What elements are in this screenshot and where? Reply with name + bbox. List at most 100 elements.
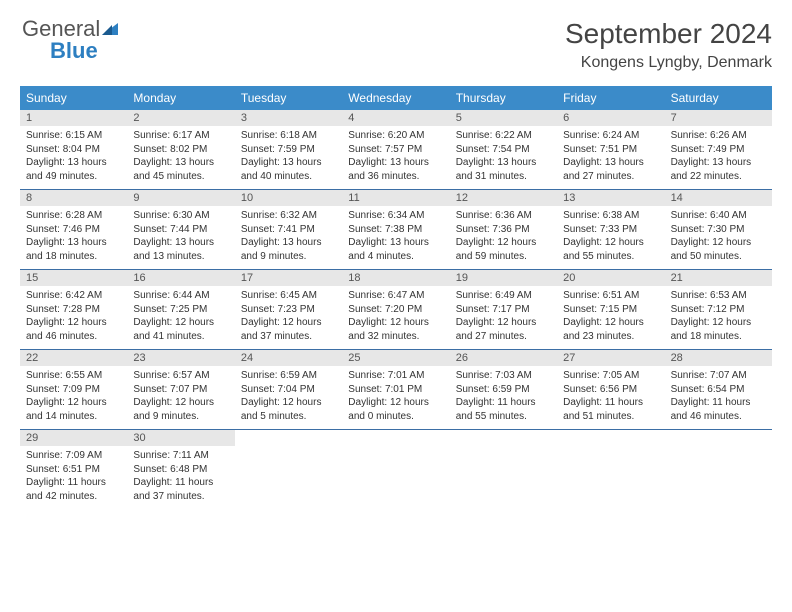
daylight-text: Daylight: 12 hours and 32 minutes. — [348, 316, 443, 343]
sunrise-text: Sunrise: 6:38 AM — [563, 209, 658, 223]
sunset-text: Sunset: 6:56 PM — [563, 383, 658, 397]
sunrise-text: Sunrise: 6:42 AM — [26, 289, 121, 303]
day-number: 19 — [450, 270, 557, 286]
sunrise-text: Sunrise: 6:36 AM — [456, 209, 551, 223]
day-body: Sunrise: 7:01 AMSunset: 7:01 PMDaylight:… — [342, 366, 449, 429]
day-number: 11 — [342, 190, 449, 206]
day-body: Sunrise: 6:42 AMSunset: 7:28 PMDaylight:… — [20, 286, 127, 349]
day-number: 13 — [557, 190, 664, 206]
day-cell — [557, 430, 664, 509]
day-number: 8 — [20, 190, 127, 206]
day-body: Sunrise: 6:26 AMSunset: 7:49 PMDaylight:… — [665, 126, 772, 189]
sunset-text: Sunset: 7:25 PM — [133, 303, 228, 317]
sunrise-text: Sunrise: 6:15 AM — [26, 129, 121, 143]
day-body: Sunrise: 6:36 AMSunset: 7:36 PMDaylight:… — [450, 206, 557, 269]
daylight-text: Daylight: 13 hours and 4 minutes. — [348, 236, 443, 263]
sunset-text: Sunset: 7:07 PM — [133, 383, 228, 397]
day-body: Sunrise: 6:53 AMSunset: 7:12 PMDaylight:… — [665, 286, 772, 349]
day-number: 26 — [450, 350, 557, 366]
day-cell: 13Sunrise: 6:38 AMSunset: 7:33 PMDayligh… — [557, 190, 664, 269]
daylight-text: Daylight: 12 hours and 27 minutes. — [456, 316, 551, 343]
logo-text: General Blue — [22, 18, 120, 62]
sunset-text: Sunset: 7:20 PM — [348, 303, 443, 317]
sunset-text: Sunset: 7:44 PM — [133, 223, 228, 237]
day-cell: 30Sunrise: 7:11 AMSunset: 6:48 PMDayligh… — [127, 430, 234, 509]
daylight-text: Daylight: 12 hours and 5 minutes. — [241, 396, 336, 423]
day-cell: 28Sunrise: 7:07 AMSunset: 6:54 PMDayligh… — [665, 350, 772, 429]
daylight-text: Daylight: 12 hours and 55 minutes. — [563, 236, 658, 263]
daylight-text: Daylight: 13 hours and 22 minutes. — [671, 156, 766, 183]
weekday-wednesday: Wednesday — [342, 86, 449, 110]
sunset-text: Sunset: 7:54 PM — [456, 143, 551, 157]
daylight-text: Daylight: 13 hours and 18 minutes. — [26, 236, 121, 263]
daylight-text: Daylight: 12 hours and 37 minutes. — [241, 316, 336, 343]
day-cell: 23Sunrise: 6:57 AMSunset: 7:07 PMDayligh… — [127, 350, 234, 429]
daylight-text: Daylight: 12 hours and 59 minutes. — [456, 236, 551, 263]
sunset-text: Sunset: 7:33 PM — [563, 223, 658, 237]
day-body: Sunrise: 6:45 AMSunset: 7:23 PMDaylight:… — [235, 286, 342, 349]
sunset-text: Sunset: 7:28 PM — [26, 303, 121, 317]
day-body: Sunrise: 6:38 AMSunset: 7:33 PMDaylight:… — [557, 206, 664, 269]
day-body: Sunrise: 6:17 AMSunset: 8:02 PMDaylight:… — [127, 126, 234, 189]
location-label: Kongens Lyngby, Denmark — [565, 54, 772, 72]
sunset-text: Sunset: 7:09 PM — [26, 383, 121, 397]
week-row: 1Sunrise: 6:15 AMSunset: 8:04 PMDaylight… — [20, 110, 772, 190]
day-cell: 4Sunrise: 6:20 AMSunset: 7:57 PMDaylight… — [342, 110, 449, 189]
day-cell — [342, 430, 449, 509]
daylight-text: Daylight: 13 hours and 40 minutes. — [241, 156, 336, 183]
day-cell: 10Sunrise: 6:32 AMSunset: 7:41 PMDayligh… — [235, 190, 342, 269]
day-cell: 11Sunrise: 6:34 AMSunset: 7:38 PMDayligh… — [342, 190, 449, 269]
title-block: September 2024 Kongens Lyngby, Denmark — [565, 18, 772, 72]
sunset-text: Sunset: 7:01 PM — [348, 383, 443, 397]
day-cell: 29Sunrise: 7:09 AMSunset: 6:51 PMDayligh… — [20, 430, 127, 509]
day-cell: 15Sunrise: 6:42 AMSunset: 7:28 PMDayligh… — [20, 270, 127, 349]
day-number: 12 — [450, 190, 557, 206]
sunrise-text: Sunrise: 6:49 AM — [456, 289, 551, 303]
logo-accent: Blue — [22, 38, 98, 63]
sunrise-text: Sunrise: 6:40 AM — [671, 209, 766, 223]
day-number: 9 — [127, 190, 234, 206]
sunset-text: Sunset: 8:04 PM — [26, 143, 121, 157]
daylight-text: Daylight: 11 hours and 55 minutes. — [456, 396, 551, 423]
day-number: 23 — [127, 350, 234, 366]
weekday-sunday: Sunday — [20, 86, 127, 110]
sunrise-text: Sunrise: 6:32 AM — [241, 209, 336, 223]
sunrise-text: Sunrise: 7:09 AM — [26, 449, 121, 463]
day-cell: 22Sunrise: 6:55 AMSunset: 7:09 PMDayligh… — [20, 350, 127, 429]
day-cell: 26Sunrise: 7:03 AMSunset: 6:59 PMDayligh… — [450, 350, 557, 429]
header: General Blue September 2024 Kongens Lyng… — [0, 0, 792, 80]
day-cell — [665, 430, 772, 509]
sunset-text: Sunset: 7:49 PM — [671, 143, 766, 157]
day-body: Sunrise: 6:24 AMSunset: 7:51 PMDaylight:… — [557, 126, 664, 189]
sunrise-text: Sunrise: 6:59 AM — [241, 369, 336, 383]
day-body: Sunrise: 6:49 AMSunset: 7:17 PMDaylight:… — [450, 286, 557, 349]
sunrise-text: Sunrise: 6:22 AM — [456, 129, 551, 143]
sunrise-text: Sunrise: 6:55 AM — [26, 369, 121, 383]
day-number: 22 — [20, 350, 127, 366]
day-cell: 14Sunrise: 6:40 AMSunset: 7:30 PMDayligh… — [665, 190, 772, 269]
sunset-text: Sunset: 7:17 PM — [456, 303, 551, 317]
weekday-saturday: Saturday — [665, 86, 772, 110]
day-cell: 18Sunrise: 6:47 AMSunset: 7:20 PMDayligh… — [342, 270, 449, 349]
daylight-text: Daylight: 12 hours and 0 minutes. — [348, 396, 443, 423]
daylight-text: Daylight: 11 hours and 37 minutes. — [133, 476, 228, 503]
day-cell: 25Sunrise: 7:01 AMSunset: 7:01 PMDayligh… — [342, 350, 449, 429]
daylight-text: Daylight: 13 hours and 13 minutes. — [133, 236, 228, 263]
day-number: 28 — [665, 350, 772, 366]
daylight-text: Daylight: 12 hours and 41 minutes. — [133, 316, 228, 343]
page-title: September 2024 — [565, 18, 772, 50]
sunrise-text: Sunrise: 7:01 AM — [348, 369, 443, 383]
calendar: Sunday Monday Tuesday Wednesday Thursday… — [20, 86, 772, 509]
day-body: Sunrise: 7:03 AMSunset: 6:59 PMDaylight:… — [450, 366, 557, 429]
sunset-text: Sunset: 7:51 PM — [563, 143, 658, 157]
day-number: 25 — [342, 350, 449, 366]
weekday-friday: Friday — [557, 86, 664, 110]
day-number: 24 — [235, 350, 342, 366]
day-body: Sunrise: 7:05 AMSunset: 6:56 PMDaylight:… — [557, 366, 664, 429]
day-cell: 5Sunrise: 6:22 AMSunset: 7:54 PMDaylight… — [450, 110, 557, 189]
day-cell: 2Sunrise: 6:17 AMSunset: 8:02 PMDaylight… — [127, 110, 234, 189]
sunset-text: Sunset: 7:30 PM — [671, 223, 766, 237]
day-cell: 6Sunrise: 6:24 AMSunset: 7:51 PMDaylight… — [557, 110, 664, 189]
sunrise-text: Sunrise: 6:18 AM — [241, 129, 336, 143]
day-body: Sunrise: 7:07 AMSunset: 6:54 PMDaylight:… — [665, 366, 772, 429]
